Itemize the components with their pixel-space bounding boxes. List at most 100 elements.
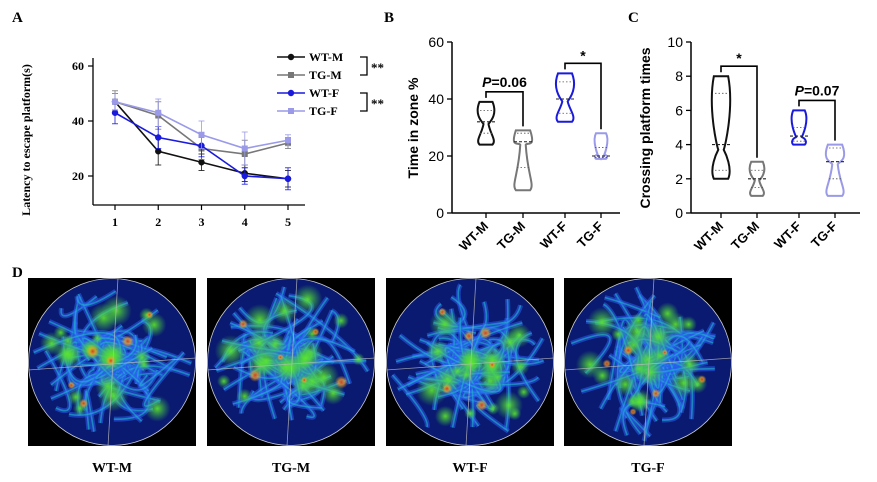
heatmap-hot-zone [238,319,249,329]
heatmap-hot-zone [121,335,134,348]
heatmap-hot-zone [441,383,453,394]
heatmap-green-zone [425,339,450,364]
panel-c-ytick-label: 6 [675,102,683,118]
panel-b-xtick-label: WT-F [537,218,570,251]
heatmap-hot-zone [78,398,89,409]
panel-b-ytick-label: 0 [436,205,444,221]
heatmap-hot-zone [85,344,100,359]
panel-letter-d: D [12,265,23,281]
panel-c-sig-label-value: =0.07 [804,82,840,98]
panel-a-sig-bracket [360,92,368,112]
panel-c-sig-bracket [720,65,758,158]
heatmap-green-zone [516,384,531,399]
panel-c-xtick-label: TG-M [728,219,762,253]
heatmap-arena [207,278,375,446]
panel-a-data-point [112,98,118,105]
panel-b-violin [593,132,609,161]
panel-c-violin [824,143,846,197]
heatmap-green-zone [511,357,530,376]
panel-c-ytick-label: 0 [675,205,683,221]
panel-b-xtick-label: TG-M [494,219,528,253]
panel-letter-c: C [628,10,639,26]
heatmap-green-zone [137,357,151,372]
panel-a-legend-label: TG-M [309,68,342,82]
panel-a-xtick-label: 3 [199,215,205,229]
panel-a-legend-label: TG-F [309,104,338,118]
heatmap-hot-zone [661,349,668,356]
panel-d-heatmaps: WT-M TG-M WT-F TG-F [28,278,732,476]
panel-c-sig-label: P=0.07 [795,82,840,98]
heatmap-hot-zone [67,381,76,390]
heatmap-trail-core [76,290,117,306]
panel-a-legend-label: WT-M [309,50,343,64]
panel-a-ytick-label: 40 [72,114,84,128]
panel-b-violin-chart: Time in zone % 0 20 40 60 WT-M TG-M WT-F TG-F P=… [405,34,620,254]
panel-letter-a: A [12,10,23,26]
heatmap-green-zone [476,344,508,376]
panel-c-ytick-label: 8 [675,68,683,84]
heatmap-arena-border [28,278,196,446]
heatmap-hot-zone [629,408,637,416]
heatmap-quadrant-line [207,357,375,371]
heatmap-quadrant-line [643,278,655,446]
heatmap-hot-zone [334,375,348,389]
panel-b-ytick-label: 60 [428,34,444,50]
heatmap-hot-zone [145,310,154,319]
panel-a-line-chart: Latency to escape platform(s) 20 40 60 1 2 3 4… [19,50,384,229]
heatmap-label: TG-M [272,461,310,476]
panel-a-data-point [241,172,248,180]
panel-a-ytick-label: 60 [72,59,84,73]
heatmap-trail-core [616,294,656,435]
heatmap-trail-core [60,295,98,317]
panel-b-sig-label-value: =0.06 [491,74,527,90]
heatmap-quadrant-line [28,357,196,371]
heatmap-green-zone [622,317,652,347]
heatmap-hot-zone [277,353,284,361]
panel-b-sig-label: P=0.06 [482,74,527,90]
heatmap-quadrant-line [286,278,298,446]
heatmap-green-zone [498,330,522,354]
panel-c-xtick-label: WT-M [691,219,726,254]
panel-b-sig-label-p: P [482,74,492,90]
panel-a-legend-marker [287,89,295,97]
heatmap-green-zone [429,308,460,340]
heatmap-green-zone [292,284,323,315]
heatmap-green-zone [245,329,273,357]
panel-b-violin [476,100,496,146]
heatmap-green-zone [415,374,448,407]
panel-c-violin-chart: Crossing platform times 0 2 4 6 8 10 WT-M TG-M W… [637,34,860,254]
panel-a-legend-marker [288,108,294,114]
panel-c-sig-bracket [798,99,836,141]
heatmap-green-zone [217,374,231,389]
heatmap-green-zone [214,334,247,367]
heatmap-arena-border [564,278,732,446]
heatmap-green-zone [236,388,253,405]
heatmap-green-zone [53,340,81,368]
panel-c-sig-label-p: P [795,82,805,98]
panel-b-ytick-label: 40 [428,91,444,107]
heatmap-hot-zone [651,388,661,399]
heatmap-quadrant-line [564,357,732,371]
heatmap-green-zone [575,350,605,379]
panel-c-violin [790,109,808,146]
heatmap-hot-zone [463,330,475,342]
panel-b-violin [512,129,534,192]
panel-a-xtick-label: 4 [242,215,248,229]
panel-a-data-point [198,131,205,138]
panel-a-sig-bracket [360,56,368,76]
heatmap-label: TG-F [631,461,664,476]
panel-a-xtick-label: 5 [285,215,291,229]
heatmap-hot-zone [300,376,308,384]
heatmap-arena-border [386,278,554,446]
panel-c-xtick-label: WT-F [771,218,804,251]
panel-c-violin [748,160,766,197]
panel-a-legend-label: WT-F [309,86,339,100]
heatmap-quadrant-line [465,278,477,446]
heatmap-green-zone [680,316,697,333]
panel-a-data-point [155,148,162,155]
heatmap-arena [386,278,554,446]
heatmap-label: WT-F [452,461,487,476]
panel-c-sig-label: * [736,50,742,66]
panel-a-data-point [155,134,162,141]
heatmap-hot-zone [248,368,262,382]
